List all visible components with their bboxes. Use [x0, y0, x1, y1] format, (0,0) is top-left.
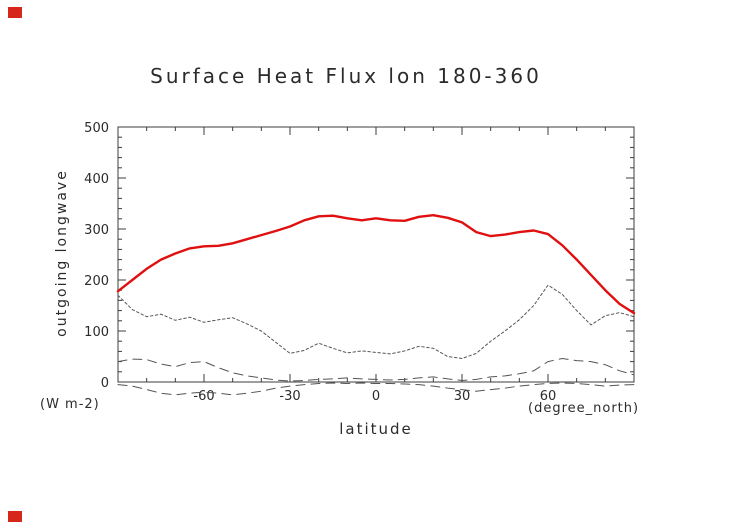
series-line [117, 382, 635, 396]
y-units-label: (W m-2) [40, 397, 100, 412]
x-axis-label: latitude [339, 420, 413, 438]
series-line [117, 358, 635, 382]
series-line [116, 213, 636, 315]
x-units-label: (degree_north) [528, 401, 640, 416]
x-tick-label: 60 [540, 389, 557, 404]
red-marker-top-left [8, 7, 22, 18]
x-tick-label: -30 [279, 389, 300, 404]
y-tick-label: 100 [84, 325, 109, 340]
x-tick-label: 30 [454, 389, 471, 404]
x-tick-label: 0 [372, 389, 380, 404]
red-marker-bottom-left [8, 511, 22, 522]
y-tick-label: 500 [84, 121, 109, 136]
chart-title: Surface Heat Flux lon 180-360 [150, 64, 542, 88]
x-tick-label: -60 [193, 389, 214, 404]
y-tick-label: 400 [84, 172, 109, 187]
y-tick-label: 300 [84, 223, 109, 238]
series-line [117, 284, 635, 359]
y-tick-label: 200 [84, 274, 109, 289]
y-tick-label: 0 [101, 376, 109, 391]
